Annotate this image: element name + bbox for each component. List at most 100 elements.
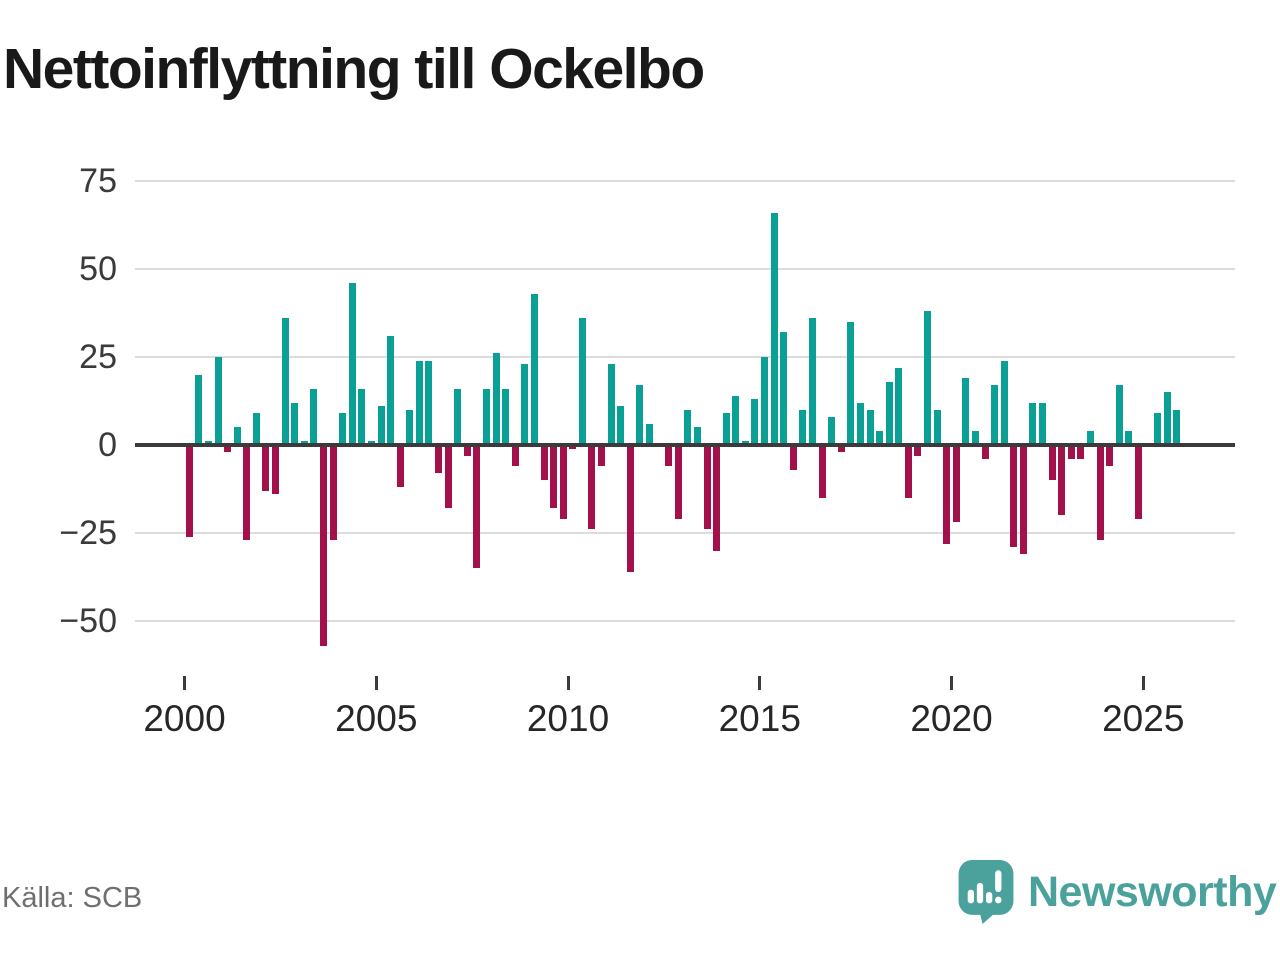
bar-2019-q2	[924, 311, 932, 445]
x-axis-tick-2000	[183, 676, 186, 690]
bar-2001-q1	[224, 445, 232, 453]
newsworthy-logo-text: Newsworthy	[1028, 868, 1277, 916]
bar-2024-q1	[1106, 445, 1114, 467]
bar-2002-q1	[262, 445, 270, 491]
bar-2023-q2	[1077, 445, 1085, 460]
bar-2001-q2	[233, 427, 241, 445]
bar-2006-q1	[415, 360, 423, 445]
gridline-25	[135, 356, 1235, 358]
source-text: Källa: SCB	[2, 882, 143, 914]
bar-2005-q4	[406, 409, 414, 445]
bar-2020-q3	[971, 430, 979, 445]
x-axis-label-2005: 2005	[335, 698, 418, 739]
bar-2009-q3	[550, 445, 558, 509]
bar-2014-q2	[732, 395, 740, 445]
bar-2015-q4	[789, 445, 797, 470]
bar-2007-q2	[463, 445, 471, 456]
bar-2025-q4	[1173, 409, 1181, 445]
bar-2012-q3	[665, 445, 673, 467]
x-axis-tick-2015	[758, 676, 762, 690]
bar-2021-q3	[1010, 445, 1018, 548]
x-axis-tick-2010	[566, 676, 570, 690]
chart-title: Nettoinflyttning till Ockelbo	[3, 37, 705, 101]
bar-2018-q2	[885, 381, 893, 445]
x-axis-tick-2005	[374, 676, 378, 690]
bar-2013-q3	[703, 445, 711, 530]
y-axis-label--50: −50	[59, 602, 117, 640]
bar-2017-q3	[856, 402, 864, 445]
bar-2022-q3	[1048, 445, 1056, 481]
bar-2004-q3	[358, 388, 366, 445]
bar-2012-q1	[645, 423, 653, 445]
bar-2000-q4	[214, 357, 222, 445]
bar-2011-q4	[636, 385, 644, 445]
bar-2003-q2	[310, 388, 318, 445]
bar-2009-q2	[540, 445, 548, 481]
bar-2007-q3	[473, 445, 481, 569]
bar-2003-q4	[329, 445, 337, 541]
bar-2018-q1	[876, 430, 884, 445]
bar-2016-q3	[818, 445, 826, 498]
bar-2014-q4	[751, 399, 759, 445]
bar-2020-q1	[952, 445, 960, 523]
bar-2017-q2	[847, 321, 855, 445]
gridline--25	[135, 532, 1235, 534]
bar-2015-q2	[770, 212, 778, 445]
x-axis-label-2025: 2025	[1102, 698, 1185, 739]
bar-2017-q4	[866, 409, 874, 445]
bar-2025-q3	[1163, 392, 1171, 445]
bar-2011-q1	[607, 364, 615, 445]
newsworthy-logo-icon	[958, 860, 1014, 924]
y-axis-label-25: 25	[79, 338, 117, 376]
bar-2010-q3	[588, 445, 596, 530]
bar-2023-q1	[1067, 445, 1075, 460]
bar-2005-q3	[396, 445, 404, 488]
bar-2007-q1	[454, 388, 462, 445]
gridline-75	[135, 180, 1235, 182]
bar-2002-q4	[291, 402, 299, 445]
y-axis-label-0: 0	[98, 426, 117, 464]
bar-2018-q3	[895, 367, 903, 445]
bar-2017-q1	[837, 445, 845, 453]
bar-2008-q1	[492, 353, 500, 445]
bar-2015-q3	[780, 332, 788, 445]
bar-2009-q4	[559, 445, 567, 519]
x-axis-label-2000: 2000	[143, 698, 226, 739]
y-axis-label-75: 75	[79, 162, 117, 200]
bar-2024-q2	[1115, 385, 1123, 445]
x-axis-tick-2020	[950, 676, 953, 690]
bar-2021-q1	[991, 385, 999, 445]
x-axis-label-2010: 2010	[526, 698, 610, 739]
bar-2025-q2	[1154, 413, 1162, 445]
bar-2001-q3	[243, 445, 251, 541]
bar-2006-q4	[444, 445, 452, 509]
bar-2011-q3	[626, 445, 634, 572]
bar-2000-q2	[195, 374, 203, 445]
bar-2021-q2	[1000, 360, 1008, 445]
bar-2000-q1	[185, 445, 193, 537]
bar-2012-q4	[674, 445, 682, 519]
bar-2004-q2	[348, 283, 356, 445]
zero-line	[135, 443, 1235, 447]
bar-2004-q1	[339, 413, 347, 445]
bar-2015-q1	[761, 357, 769, 445]
gridline-50	[135, 268, 1235, 270]
bar-2023-q4	[1096, 445, 1104, 541]
bar-2019-q1	[914, 445, 922, 456]
bar-2020-q4	[981, 445, 989, 460]
bar-2018-q4	[904, 445, 912, 498]
bar-2016-q2	[808, 318, 816, 445]
bar-2014-q1	[722, 413, 730, 445]
bar-2024-q4	[1134, 445, 1142, 519]
bar-2009-q1	[530, 293, 538, 445]
bar-2022-q1	[1029, 402, 1037, 445]
bar-2002-q2	[272, 445, 280, 495]
bar-2019-q4	[943, 445, 951, 544]
bar-2022-q2	[1039, 402, 1047, 445]
bar-2006-q3	[435, 445, 443, 474]
bar-2021-q4	[1019, 445, 1027, 555]
bar-2013-q1	[684, 409, 692, 445]
bar-2023-q3	[1087, 430, 1095, 445]
bar-2013-q4	[713, 445, 721, 551]
